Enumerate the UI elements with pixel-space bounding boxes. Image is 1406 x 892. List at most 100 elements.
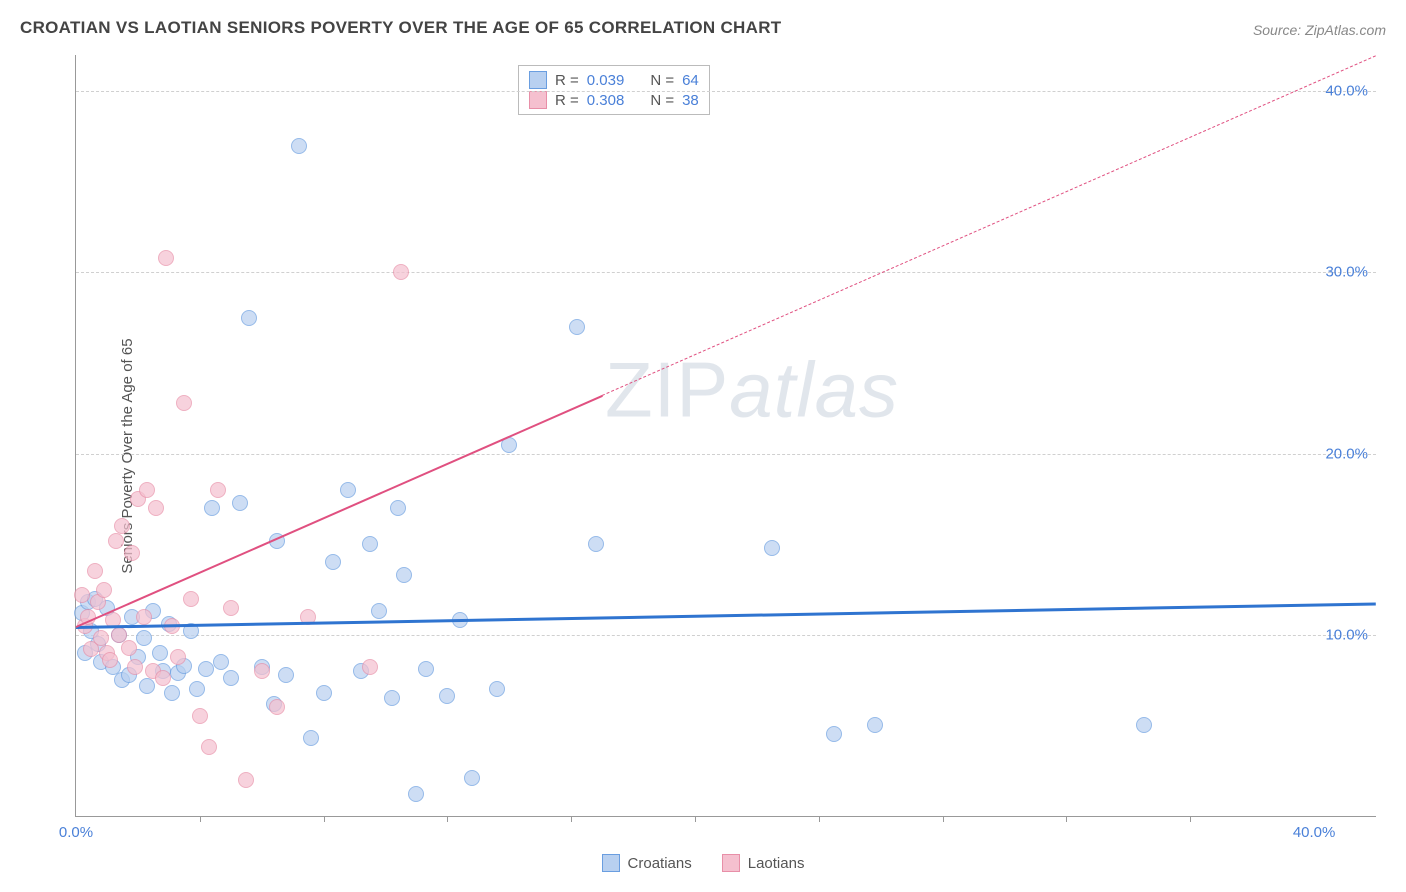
point-laotians [136,609,152,625]
point-croatians [278,667,294,683]
y-tick-label: 20.0% [1325,445,1368,462]
point-croatians [867,717,883,733]
point-croatians [204,500,220,516]
gridline-h [76,272,1376,273]
point-laotians [210,482,226,498]
point-croatians [569,319,585,335]
stats-box: R = 0.039 N = 64 R = 0.308 N = 38 [518,65,710,115]
source-name: ZipAtlas.com [1305,22,1386,38]
point-laotians [87,563,103,579]
point-laotians [96,582,112,598]
bottom-legend: Croatians Laotians [20,854,1386,872]
x-tick-mark [571,816,572,822]
plot-area: ZIPatlas R = 0.039 N = 64 R = 0.308 N = [75,55,1376,817]
stat-n-label-0: N = [650,72,674,89]
stats-row-croatians: R = 0.039 N = 64 [525,70,703,90]
legend-swatch-laotians [722,854,740,872]
point-croatians [588,536,604,552]
point-croatians [213,654,229,670]
point-croatians [164,685,180,701]
x-tick-mark [447,816,448,822]
x-tick-mark [1066,816,1067,822]
legend-item-croatians: Croatians [602,854,692,872]
point-croatians [136,630,152,646]
point-croatians [408,786,424,802]
stats-row-laotians: R = 0.308 N = 38 [525,90,703,110]
point-croatians [764,540,780,556]
stat-n-val-0: 64 [682,72,699,89]
point-croatians [223,670,239,686]
x-tick-mark [324,816,325,822]
point-croatians [325,554,341,570]
point-croatians [384,690,400,706]
point-laotians [192,708,208,724]
chart-source: Source: ZipAtlas.com [1253,22,1386,38]
point-laotians [127,659,143,675]
point-laotians [362,659,378,675]
point-laotians [139,482,155,498]
legend-label-croatians: Croatians [628,855,692,872]
stat-n-val-1: 38 [682,92,699,109]
point-laotians [176,395,192,411]
y-tick-label: 40.0% [1325,83,1368,100]
point-laotians [201,739,217,755]
gridline-h [76,454,1376,455]
point-laotians [155,670,171,686]
point-laotians [238,772,254,788]
point-laotians [124,545,140,561]
point-laotians [74,587,90,603]
y-tick-label: 10.0% [1325,626,1368,643]
trend-line [602,55,1376,396]
point-croatians [464,770,480,786]
chart-title: CROATIAN VS LAOTIAN SENIORS POVERTY OVER… [20,18,781,38]
legend-item-laotians: Laotians [722,854,805,872]
chart-wrap: Seniors Poverty Over the Age of 65 ZIPat… [20,40,1386,872]
y-tick-label: 30.0% [1325,264,1368,281]
point-croatians [489,681,505,697]
point-croatians [303,730,319,746]
point-croatians [189,681,205,697]
gridline-h [76,635,1376,636]
stat-r-label-1: R = [555,92,579,109]
point-croatians [198,661,214,677]
x-tick-mark [1190,816,1191,822]
point-laotians [223,600,239,616]
point-laotians [108,533,124,549]
point-croatians [390,500,406,516]
point-laotians [114,518,130,534]
chart-header: CROATIAN VS LAOTIAN SENIORS POVERTY OVER… [0,0,1406,40]
point-croatians [139,678,155,694]
stat-r-val-0: 0.039 [587,72,625,89]
x-tick-mark [819,816,820,822]
legend-label-laotians: Laotians [748,855,805,872]
stat-r-label-0: R = [555,72,579,89]
watermark-atlas: atlas [729,345,899,433]
point-laotians [254,663,270,679]
x-tick-mark [695,816,696,822]
point-croatians [291,138,307,154]
swatch-laotians [529,91,547,109]
point-croatians [316,685,332,701]
x-tick-label: 0.0% [59,824,93,841]
watermark: ZIPatlas [605,344,899,435]
x-tick-mark [200,816,201,822]
point-croatians [340,482,356,498]
point-croatians [241,310,257,326]
legend-swatch-croatians [602,854,620,872]
point-laotians [170,649,186,665]
point-laotians [183,591,199,607]
point-laotians [158,250,174,266]
stat-n-label-1: N = [650,92,674,109]
point-croatians [396,567,412,583]
point-croatians [362,536,378,552]
source-prefix: Source: [1253,22,1305,38]
stat-r-val-1: 0.308 [587,92,625,109]
point-laotians [269,699,285,715]
point-laotians [102,652,118,668]
x-tick-mark [943,816,944,822]
point-laotians [148,500,164,516]
point-croatians [826,726,842,742]
gridline-h [76,91,1376,92]
point-croatians [439,688,455,704]
watermark-zip: ZIP [605,345,729,433]
